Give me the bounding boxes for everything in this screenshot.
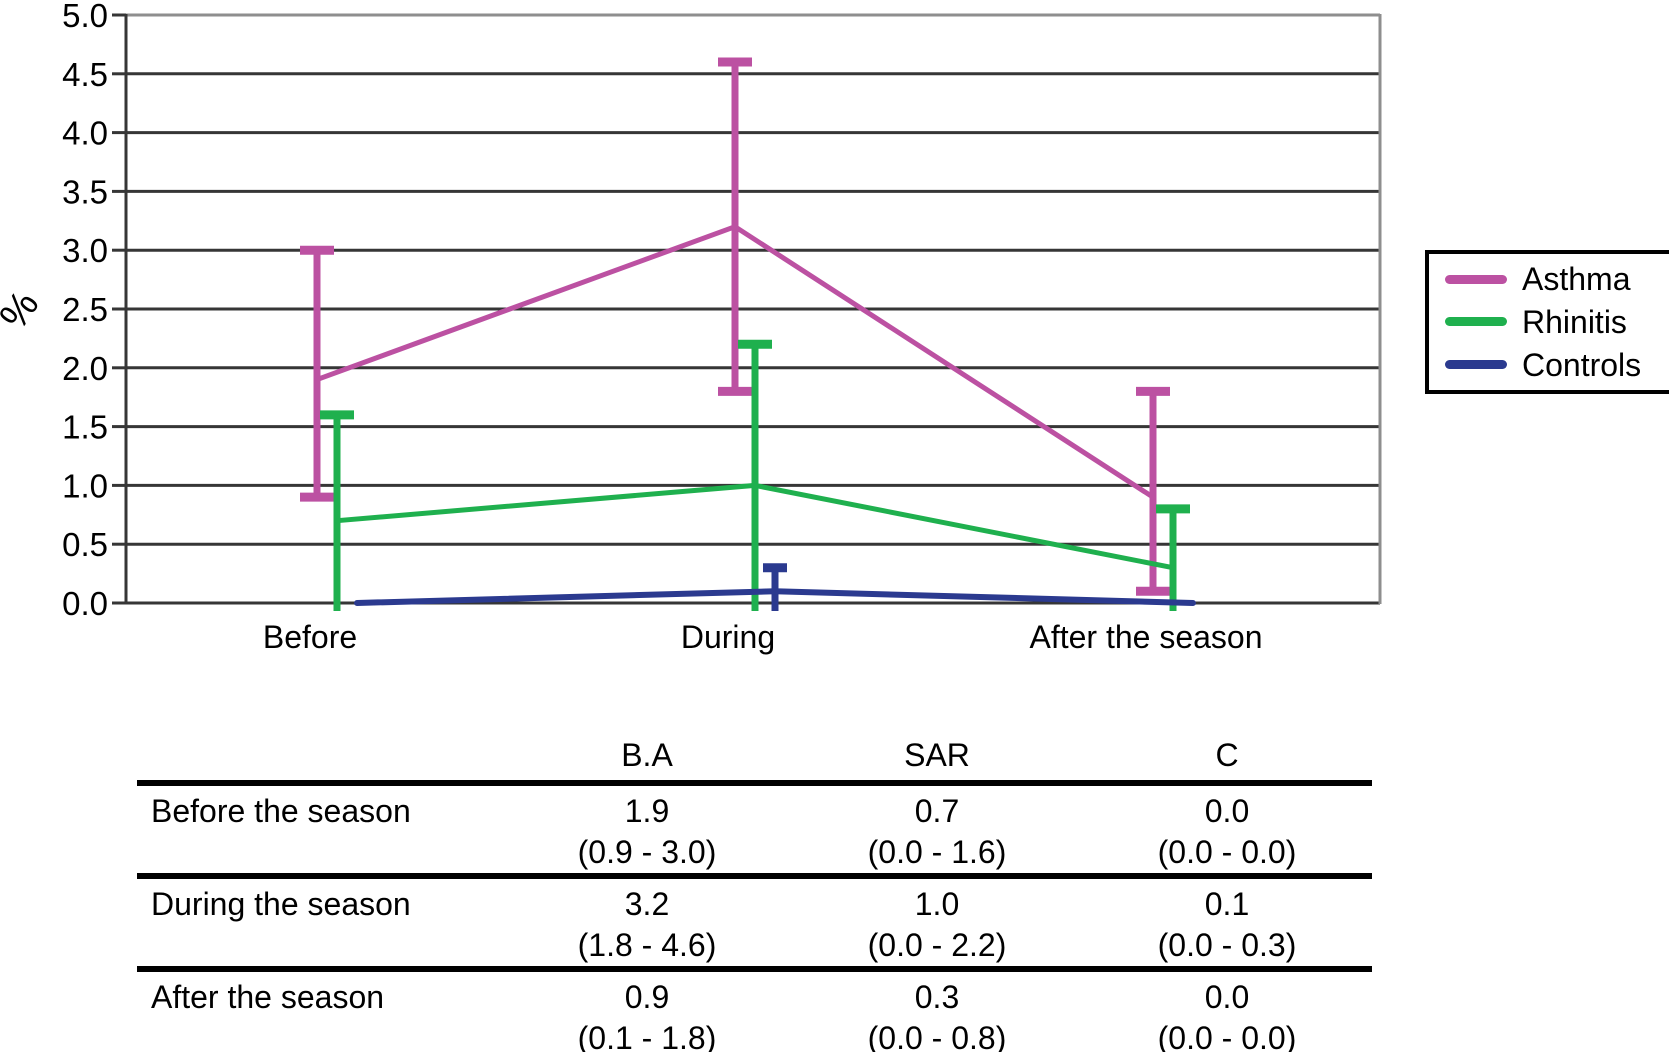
cell-ci: (0.9 - 3.0) (577, 834, 717, 870)
x-category-label: During (681, 619, 775, 655)
series-line-rhinitis (334, 482, 1176, 571)
legend-item-rhinitis: Rhinitis (1445, 306, 1669, 338)
row-label: Before the season (151, 793, 411, 829)
cell-ci: (0.0 - 1.6) (867, 834, 1007, 870)
x-category-label: Before (263, 619, 357, 655)
legend-label-controls: Controls (1522, 346, 1642, 383)
cell-ci: (0.0 - 0.8) (867, 1020, 1007, 1052)
y-tick-label: 3.5 (62, 173, 108, 210)
table-row-during: During the season 3.2 (1.8 - 4.6) 1.0 (0… (137, 873, 1372, 966)
cell-value: 0.3 (914, 979, 960, 1015)
table-cell: 0.9 (0.1 - 1.8) (502, 972, 792, 1052)
cell-ci: (0.0 - 2.2) (867, 927, 1007, 963)
table-cell: 0.1 (0.0 - 0.3) (1082, 879, 1372, 966)
table-header-ba: B.A (621, 737, 673, 773)
table-cell: 1.9 (0.9 - 3.0) (502, 786, 792, 873)
y-tick-label: 4.0 (62, 115, 108, 152)
table-cell: 1.0 (0.0 - 2.2) (792, 879, 1082, 966)
row-label: After the season (151, 979, 385, 1015)
cell-ci: (0.1 - 1.8) (577, 1020, 717, 1052)
legend-label-asthma: Asthma (1522, 261, 1631, 298)
summary-table: B.A SAR C Before the season 1.9 (0.9 - 3… (137, 736, 1372, 1052)
series-line-controls (354, 588, 1196, 606)
table-cell: 3.2 (1.8 - 4.6) (502, 879, 792, 966)
y-tick-label: 5.0 (62, 0, 108, 34)
table-row-after: After the season 0.9 (0.1 - 1.8) 0.3 (0.… (137, 966, 1372, 1052)
table-header-sar: SAR (904, 737, 970, 773)
table-cell: 0.7 (0.0 - 1.6) (792, 786, 1082, 873)
table-header-row: B.A SAR C (137, 736, 1372, 780)
cell-ci: (0.0 - 0.3) (1157, 927, 1297, 963)
legend-line-swatch-controls (1445, 360, 1507, 370)
cell-value: 0.1 (1204, 886, 1250, 922)
legend-line-swatch-rhinitis (1445, 317, 1507, 327)
y-tick-label: 1.5 (62, 409, 108, 446)
cell-value: 1.9 (624, 793, 670, 829)
table-cell: 0.3 (0.0 - 0.8) (792, 972, 1082, 1052)
cell-value: 0.0 (1204, 793, 1250, 829)
cell-ci: (1.8 - 4.6) (577, 927, 717, 963)
cell-value: 3.2 (624, 886, 670, 922)
x-category-label: After the season (1029, 619, 1262, 655)
line-chart: 5.0 4.5 4.0 3.5 3.0 2.5 2.0 1.5 1.0 0.5 0.0 Before D… (62, 0, 1382, 655)
y-tick-label: 4.5 (62, 56, 108, 93)
legend-item-asthma: Asthma (1445, 263, 1669, 295)
row-label: During the season (151, 886, 411, 922)
series-line-asthma (314, 224, 1156, 500)
y-tick-label: 1.0 (62, 467, 108, 504)
cell-value: 0.9 (624, 979, 670, 1015)
table-header-empty (137, 774, 502, 780)
cell-value: 0.7 (914, 793, 960, 829)
cell-ci: (0.0 - 0.0) (1157, 1020, 1297, 1052)
legend-line-swatch-asthma (1445, 274, 1507, 284)
cell-ci: (0.0 - 0.0) (1157, 834, 1297, 870)
cell-value: 0.0 (1204, 979, 1250, 1015)
y-tick-label: 2.5 (62, 291, 108, 328)
table-cell: 0.0 (0.0 - 0.0) (1082, 786, 1372, 873)
legend-label-rhinitis: Rhinitis (1522, 303, 1627, 340)
cell-value: 1.0 (914, 886, 960, 922)
legend: Asthma Rhinitis Controls (1425, 250, 1669, 394)
table-cell: 0.0 (0.0 - 0.0) (1082, 972, 1372, 1052)
table-row-before: Before the season 1.9 (0.9 - 3.0) 0.7 (0… (137, 780, 1372, 873)
y-tick-label: 0.0 (62, 585, 108, 622)
table-header-c: C (1215, 737, 1239, 773)
legend-item-controls: Controls (1445, 349, 1669, 381)
y-tick-label: 3.0 (62, 232, 108, 269)
y-tick-label: 2.0 (62, 350, 108, 387)
y-tick-label: 0.5 (62, 526, 108, 563)
